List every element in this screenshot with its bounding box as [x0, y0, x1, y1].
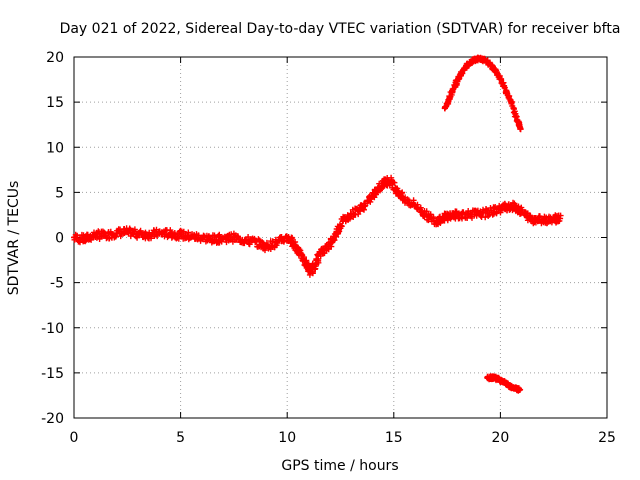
data-point-main	[74, 232, 81, 239]
data-point-main	[482, 214, 489, 221]
y-tick-label: 10	[46, 140, 64, 156]
data-point-main	[511, 200, 518, 207]
grid	[74, 57, 607, 418]
data-point-main	[391, 179, 398, 186]
data-point-main	[234, 233, 241, 240]
data-point-main	[288, 236, 295, 242]
data-point-upper-arc	[517, 126, 524, 133]
y-tick-label: 5	[55, 185, 64, 201]
data-point-main	[77, 239, 83, 246]
x-axis-label: GPS time / hours	[281, 458, 398, 474]
data-point-main	[492, 204, 499, 210]
x-tick-label: 10	[278, 430, 296, 446]
x-tick-label: 15	[385, 430, 403, 446]
data-point-main	[134, 234, 141, 241]
x-tick-label: 5	[176, 430, 185, 446]
data-point-main	[289, 234, 296, 241]
data-point-main	[154, 233, 161, 240]
data-point-main	[269, 238, 276, 245]
y-axis-label: SDTVAR / TECUs	[6, 181, 22, 296]
data-point-main	[338, 223, 345, 230]
data-points	[71, 54, 564, 394]
data-point-main	[246, 241, 253, 248]
data-point-main	[398, 190, 405, 197]
data-point-main	[263, 239, 270, 246]
data-point-main	[131, 226, 138, 233]
x-tick-label: 0	[70, 430, 79, 446]
data-point-main	[216, 231, 223, 238]
data-point-main	[137, 227, 144, 234]
y-tick-label: 20	[46, 50, 64, 66]
data-point-main	[315, 257, 322, 264]
x-tick-label: 25	[598, 430, 616, 446]
x-tick-label: 20	[491, 430, 509, 446]
axis-ticks: 0 5 10 15 20 25 -20 -15 -10 -5 0 5 10 15 20	[41, 50, 616, 446]
chart-title: Day 021 of 2022, Sidereal Day-to-day VTE…	[60, 21, 621, 37]
y-tick-label: -10	[41, 321, 64, 337]
data-point-lower-arc	[516, 387, 523, 393]
y-tick-label: 15	[46, 95, 64, 111]
data-point-main	[362, 202, 369, 209]
y-tick-label: 0	[55, 231, 64, 247]
data-point-main	[557, 215, 564, 222]
data-point-main	[378, 183, 385, 190]
y-tick-label: -15	[41, 366, 64, 382]
y-tick-label: -5	[50, 276, 64, 292]
data-point-main	[367, 198, 374, 205]
y-tick-label: -20	[41, 411, 64, 427]
